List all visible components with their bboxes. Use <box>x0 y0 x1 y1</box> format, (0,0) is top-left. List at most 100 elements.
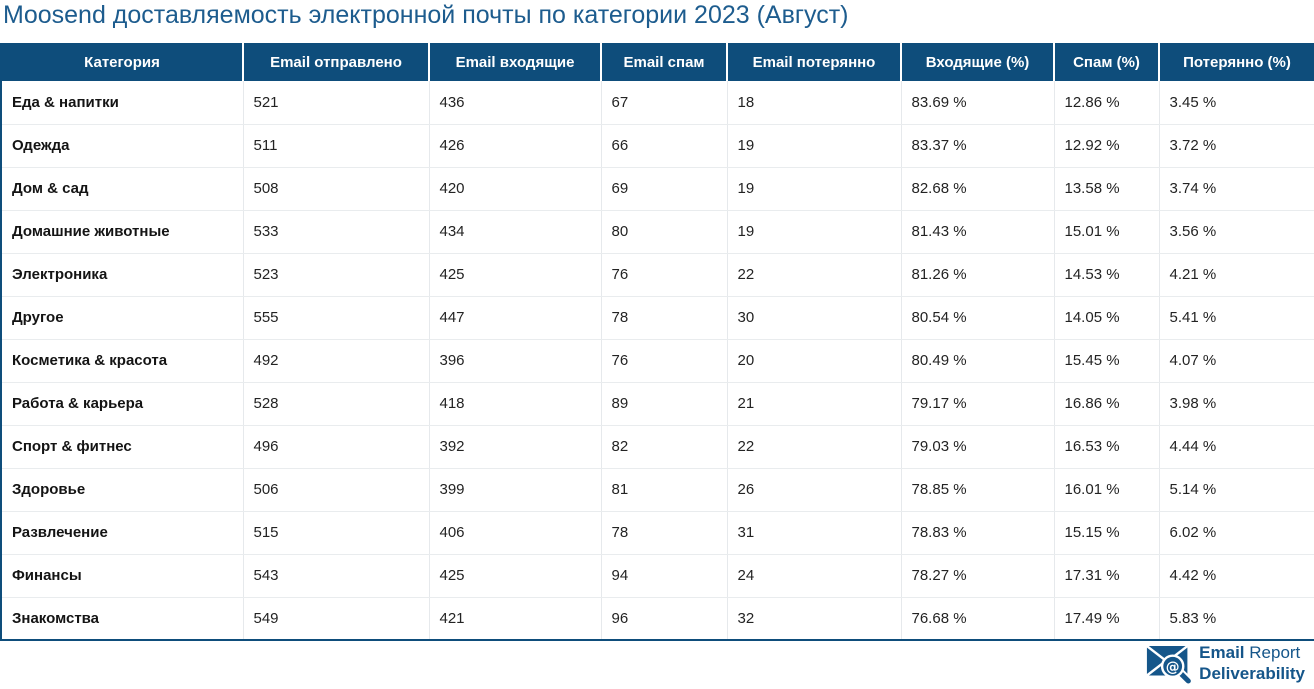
value-cell: 528 <box>243 382 430 426</box>
value-cell: 421 <box>429 597 602 640</box>
value-cell: 508 <box>243 167 430 211</box>
table-row: Одежда 511 426 66 19 83.37 % 12.92 % 3.72 % <box>1 124 1314 168</box>
table-row: Электроника 523 425 76 22 81.26 % 14.53 % 4.21 … <box>1 253 1314 297</box>
value-cell: 24 <box>727 554 902 598</box>
value-cell: 4.42 % <box>1159 554 1314 598</box>
value-cell: 83.69 % <box>901 81 1055 125</box>
value-cell: 420 <box>429 167 602 211</box>
value-cell: 89 <box>601 382 728 426</box>
table-row: Другое 555 447 78 30 80.54 % 14.05 % 5.41 % <box>1 296 1314 340</box>
brand-line-1: Email Report <box>1199 643 1301 663</box>
value-cell: 521 <box>243 81 430 125</box>
value-cell: 14.05 % <box>1054 296 1160 340</box>
value-cell: 81.43 % <box>901 210 1055 254</box>
value-cell: 17.49 % <box>1054 597 1160 640</box>
value-cell: 31 <box>727 511 902 555</box>
category-cell: Финансы <box>1 554 244 598</box>
category-cell: Дом & сад <box>1 167 244 211</box>
value-cell: 3.74 % <box>1159 167 1314 211</box>
value-cell: 78.85 % <box>901 468 1055 512</box>
category-cell: Косметика & красота <box>1 339 244 383</box>
column-header: Email отправлено <box>243 43 430 81</box>
value-cell: 4.21 % <box>1159 253 1314 297</box>
value-cell: 506 <box>243 468 430 512</box>
value-cell: 555 <box>243 296 430 340</box>
value-cell: 79.03 % <box>901 425 1055 469</box>
value-cell: 22 <box>727 425 902 469</box>
value-cell: 426 <box>429 124 602 168</box>
value-cell: 3.56 % <box>1159 210 1314 254</box>
value-cell: 436 <box>429 81 602 125</box>
category-cell: Домашние животные <box>1 210 244 254</box>
envelope-magnifier-icon: @ <box>1146 644 1193 684</box>
value-cell: 26 <box>727 468 902 512</box>
value-cell: 15.15 % <box>1054 511 1160 555</box>
value-cell: 447 <box>429 296 602 340</box>
value-cell: 12.92 % <box>1054 124 1160 168</box>
value-cell: 69 <box>601 167 728 211</box>
column-header: Спам (%) <box>1054 43 1160 81</box>
value-cell: 16.86 % <box>1054 382 1160 426</box>
value-cell: 81.26 % <box>901 253 1055 297</box>
category-cell: Здоровье <box>1 468 244 512</box>
table-header: Категория Email отправлено Email входящие E… <box>1 43 1314 81</box>
value-cell: 82 <box>601 425 728 469</box>
category-cell: Одежда <box>1 124 244 168</box>
value-cell: 492 <box>243 339 430 383</box>
value-cell: 425 <box>429 253 602 297</box>
value-cell: 15.01 % <box>1054 210 1160 254</box>
value-cell: 76 <box>601 253 728 297</box>
value-cell: 4.07 % <box>1159 339 1314 383</box>
value-cell: 496 <box>243 425 430 469</box>
value-cell: 67 <box>601 81 728 125</box>
value-cell: 94 <box>601 554 728 598</box>
value-cell: 396 <box>429 339 602 383</box>
value-cell: 78.83 % <box>901 511 1055 555</box>
column-header: Email потерянно <box>727 43 902 81</box>
category-cell: Знакомства <box>1 597 244 640</box>
table-body: Еда & напитки 521 436 67 18 83.69 % 12.86 % 3.4… <box>1 81 1314 640</box>
table-row: Дом & сад 508 420 69 19 82.68 % 13.58 % 3.74 % <box>1 167 1314 211</box>
value-cell: 80.49 % <box>901 339 1055 383</box>
value-cell: 13.58 % <box>1054 167 1160 211</box>
value-cell: 434 <box>429 210 602 254</box>
brand-logo[interactable]: @ Email Report Deliverability <box>1146 643 1305 684</box>
value-cell: 21 <box>727 382 902 426</box>
value-cell: 3.45 % <box>1159 81 1314 125</box>
table-row: Здоровье 506 399 81 26 78.85 % 16.01 % 5.14 % <box>1 468 1314 512</box>
value-cell: 66 <box>601 124 728 168</box>
table-row: Финансы 543 425 94 24 78.27 % 17.31 % 4.42 % <box>1 554 1314 598</box>
value-cell: 82.68 % <box>901 167 1055 211</box>
value-cell: 4.44 % <box>1159 425 1314 469</box>
column-header: Входящие (%) <box>901 43 1055 81</box>
page-title: Moosend доставляемость электронной почты… <box>3 1 849 29</box>
value-cell: 83.37 % <box>901 124 1055 168</box>
category-cell: Электроника <box>1 253 244 297</box>
value-cell: 406 <box>429 511 602 555</box>
value-cell: 399 <box>429 468 602 512</box>
value-cell: 78 <box>601 511 728 555</box>
category-cell: Другое <box>1 296 244 340</box>
table-row: Развлечение 515 406 78 31 78.83 % 15.15 % 6.02 … <box>1 511 1314 555</box>
value-cell: 3.72 % <box>1159 124 1314 168</box>
value-cell: 425 <box>429 554 602 598</box>
value-cell: 5.14 % <box>1159 468 1314 512</box>
column-header: Категория <box>1 43 244 81</box>
value-cell: 19 <box>727 210 902 254</box>
value-cell: 533 <box>243 210 430 254</box>
value-cell: 5.83 % <box>1159 597 1314 640</box>
category-cell: Еда & напитки <box>1 81 244 125</box>
value-cell: 19 <box>727 124 902 168</box>
value-cell: 3.98 % <box>1159 382 1314 426</box>
table-row: Спорт & фитнес 496 392 82 22 79.03 % 16.53 % 4.… <box>1 425 1314 469</box>
brand-line-2: Deliverability <box>1199 663 1305 683</box>
header-row: Категория Email отправлено Email входящие E… <box>1 43 1314 81</box>
value-cell: 18 <box>727 81 902 125</box>
table-row: Домашние животные 533 434 80 19 81.43 % 15.01 … <box>1 210 1314 254</box>
value-cell: 78.27 % <box>901 554 1055 598</box>
value-cell: 549 <box>243 597 430 640</box>
value-cell: 16.01 % <box>1054 468 1160 512</box>
value-cell: 76 <box>601 339 728 383</box>
value-cell: 523 <box>243 253 430 297</box>
